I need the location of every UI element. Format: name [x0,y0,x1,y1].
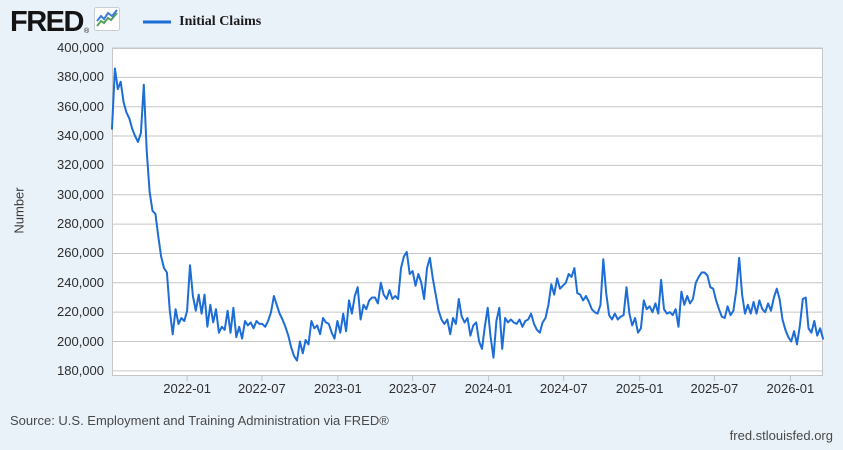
y-tick-label: 200,000 [57,333,104,349]
y-tick-label: 360,000 [57,98,104,114]
y-tick-label: 240,000 [57,274,104,290]
chart-header: FRED ® Initial Claims [10,5,261,39]
x-tick-label: 2025-07 [690,381,739,396]
source-text: Source: U.S. Employment and Training Adm… [10,413,389,428]
fred-logo-registered-mark: ® [83,28,90,35]
fred-logo-text: FRED [10,6,84,38]
y-tick-label: 320,000 [57,157,104,173]
fred-logo[interactable]: FRED ® [10,6,121,38]
fred-site-link[interactable]: fred.stlouisfed.org [729,428,833,443]
y-tick-label: 340,000 [57,128,104,144]
x-tick-label: 2024-07 [539,381,588,396]
y-tick-label: 260,000 [57,245,104,261]
y-axis-title: Number [11,187,27,234]
x-tick-label: 2023-07 [388,381,437,396]
x-tick-label: 2022-01 [163,381,211,396]
x-tick-label: 2026-01 [766,381,815,396]
y-tick-label: 400,000 [57,40,104,55]
y-tick-label: 280,000 [57,216,104,232]
x-tick-label: 2022-07 [238,381,286,396]
x-tick-label: 2023-01 [313,381,362,396]
y-tick-label: 380,000 [57,69,104,85]
x-tick-label: 2024-01 [464,381,513,396]
y-tick-label: 220,000 [57,304,104,320]
y-tick-label: 300,000 [57,186,104,202]
fred-line-chart-icon [94,7,121,36]
legend: Initial Claims [142,14,261,30]
x-tick-label: 2025-01 [615,381,664,396]
y-tick-label: 180,000 [57,362,104,378]
legend-line-swatch [143,20,172,24]
legend-series-label[interactable]: Initial Claims [179,14,262,29]
